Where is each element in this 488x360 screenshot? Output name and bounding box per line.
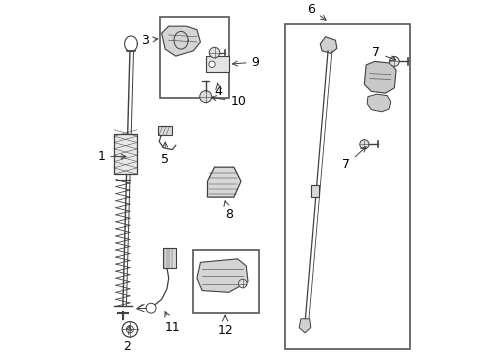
Polygon shape [299, 319, 310, 333]
Text: 6: 6 [307, 3, 325, 20]
Bar [285, 24, 409, 349]
Circle shape [126, 326, 133, 333]
Text: 10: 10 [211, 95, 246, 108]
Bar [311, 185, 319, 197]
Polygon shape [197, 259, 247, 292]
Bar [160, 17, 228, 98]
Polygon shape [207, 167, 241, 197]
Text: 8: 8 [224, 201, 232, 221]
Bar [163, 248, 176, 267]
Text: 12: 12 [217, 324, 232, 337]
Text: 7: 7 [342, 147, 366, 171]
Bar [114, 134, 137, 174]
Text: 11: 11 [164, 312, 180, 333]
Text: 4: 4 [214, 85, 222, 98]
Text: 5: 5 [161, 142, 169, 166]
Text: 3: 3 [141, 34, 158, 47]
Circle shape [208, 61, 215, 67]
Text: 7: 7 [371, 46, 395, 60]
Circle shape [199, 91, 211, 103]
Bar [205, 57, 228, 72]
Text: 2: 2 [123, 325, 131, 353]
Text: 1: 1 [97, 150, 126, 163]
Circle shape [209, 47, 220, 58]
Text: 9: 9 [232, 55, 259, 69]
Polygon shape [162, 26, 200, 56]
Bar [158, 126, 172, 135]
Polygon shape [320, 37, 336, 53]
Circle shape [238, 279, 246, 288]
Polygon shape [364, 62, 395, 93]
Circle shape [359, 140, 368, 149]
Circle shape [146, 303, 156, 313]
Bar [193, 250, 258, 314]
Polygon shape [366, 94, 390, 112]
Circle shape [388, 57, 398, 66]
Circle shape [122, 321, 138, 337]
